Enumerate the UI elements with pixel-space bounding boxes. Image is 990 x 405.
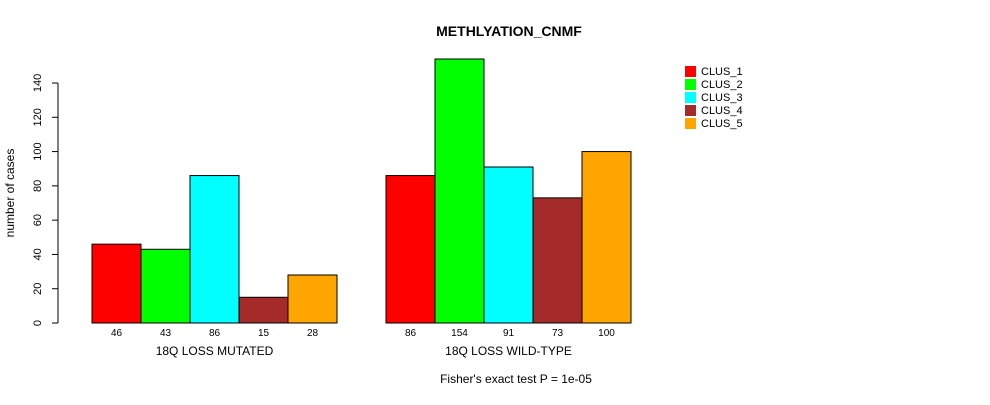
bar-clus-4-group-2 xyxy=(532,197,583,324)
legend-label-clus-5: CLUS_5 xyxy=(701,118,743,130)
bars-layer: 46 43 86 15 28 18Q LOSS MUTATED 86 154 91 73 100 18… xyxy=(91,58,632,358)
y-tick-label: 40 xyxy=(32,248,44,260)
bar-clus-3-group-1 xyxy=(189,175,240,324)
bar-count-label: 86 xyxy=(405,328,417,339)
legend-swatch-clus-2 xyxy=(685,79,696,90)
y-tick-label: 80 xyxy=(32,180,44,192)
bar-clus-1-group-1 xyxy=(91,243,142,324)
legend-label-clus-1: CLUS_1 xyxy=(701,66,743,78)
bar-clus-3-group-2 xyxy=(483,166,534,324)
legend-label-clus-2: CLUS_2 xyxy=(701,79,743,91)
bar-count-label: 15 xyxy=(258,328,270,339)
bar-clus-4-group-1 xyxy=(238,296,289,324)
y-tick-label: 0 xyxy=(32,320,44,326)
y-tick-label: 20 xyxy=(32,283,44,295)
legend-label-clus-3: CLUS_3 xyxy=(701,92,743,104)
bar-count-label: 46 xyxy=(111,328,123,339)
legend-label-clus-4: CLUS_4 xyxy=(701,105,743,117)
y-tick-label: 120 xyxy=(32,108,44,126)
legend-swatch-clus-5 xyxy=(685,118,696,129)
y-tick-label: 140 xyxy=(32,74,44,92)
bar-count-label: 91 xyxy=(503,328,515,339)
bar-count-label: 73 xyxy=(552,328,564,339)
bar-clus-5-group-1 xyxy=(287,274,338,324)
group-label: 18Q LOSS WILD-TYPE xyxy=(445,344,572,358)
y-axis: 0 20 40 60 80 100 120 140 xyxy=(32,74,59,326)
y-tick-label: 100 xyxy=(32,142,44,160)
legend-swatch-clus-1 xyxy=(685,66,696,77)
bar-count-label: 43 xyxy=(160,328,172,339)
chart-title: METHLYATION_CNMF xyxy=(436,23,582,39)
bar-clus-2-group-1 xyxy=(140,248,191,324)
fisher-test-footnote: Fisher's exact test P = 1e-05 xyxy=(440,372,592,386)
bar-count-label: 86 xyxy=(209,328,221,339)
legend-swatch-clus-4 xyxy=(685,105,696,116)
y-axis-label: number of cases xyxy=(3,149,17,238)
y-tick-label: 60 xyxy=(32,214,44,226)
bar-count-label: 154 xyxy=(451,328,468,339)
bar-count-label: 28 xyxy=(307,328,319,339)
bar-clus-2-group-2 xyxy=(434,58,485,324)
bar-clus-1-group-2 xyxy=(385,175,436,324)
group-label: 18Q LOSS MUTATED xyxy=(156,344,274,358)
bar-clus-5-group-2 xyxy=(581,151,632,324)
legend-swatch-clus-3 xyxy=(685,92,696,103)
bar-count-label: 100 xyxy=(598,328,615,339)
